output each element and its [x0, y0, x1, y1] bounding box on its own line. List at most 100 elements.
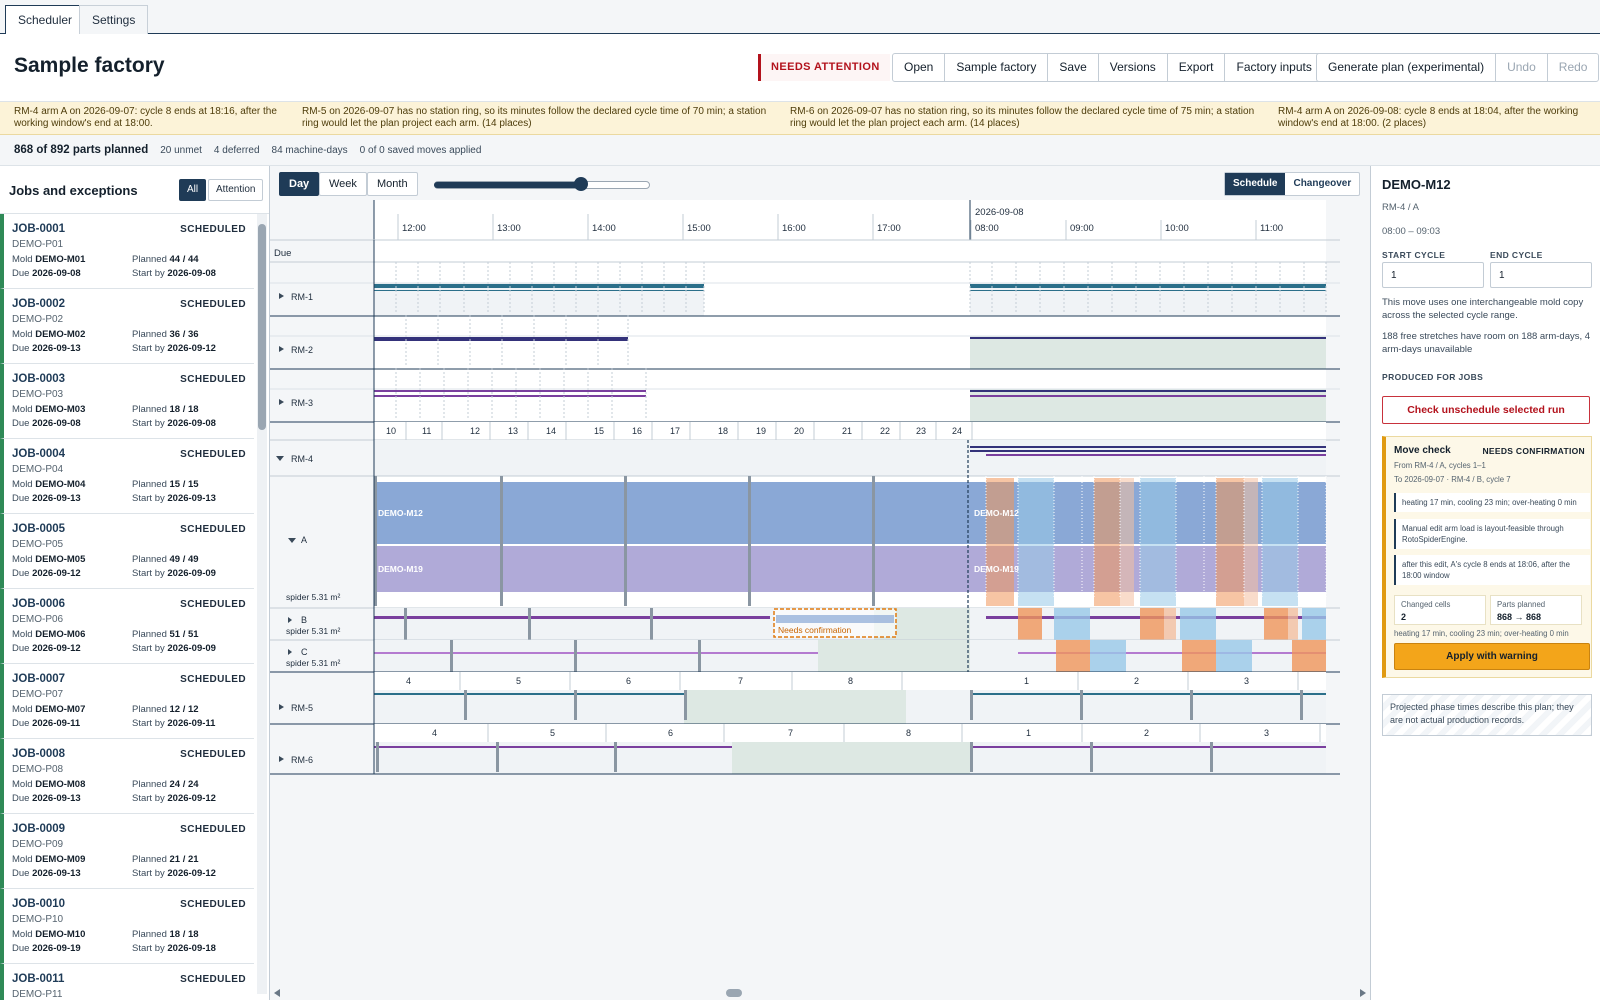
mold-block	[374, 482, 970, 544]
job-card[interactable]: JOB-0008 SCHEDULED DEMO-P08 Mold DEMO-M08 Du…	[0, 739, 254, 814]
job-part: DEMO-P05	[12, 539, 64, 550]
cycle-number: 7	[738, 676, 743, 686]
cycle-divider	[748, 476, 751, 606]
warning-message: RM-4 arm A on 2026-09-08: cycle 8 ends a…	[1278, 106, 1579, 129]
phase-cell	[1054, 608, 1090, 640]
job-card[interactable]: JOB-0001 SCHEDULED DEMO-P01 Mold DEMO-M01 Du…	[0, 214, 254, 289]
job-start-by-value: 2026-09-11	[167, 718, 216, 729]
cycle-divider	[1300, 690, 1303, 720]
time-label: 11:00	[1260, 223, 1283, 234]
open-button[interactable]: Open	[893, 54, 946, 81]
undo-button[interactable]: Undo	[1496, 54, 1548, 81]
job-card[interactable]: JOB-0011 SCHEDULED DEMO-P11	[0, 964, 254, 1000]
job-mold-label: Mold	[12, 254, 36, 265]
job-start-by-value: 2026-09-08	[167, 418, 216, 429]
generate-plan-button[interactable]: Generate plan (experimental)	[1317, 54, 1497, 81]
phase-cell	[1094, 478, 1120, 606]
apply-with-warning-button[interactable]: Apply with warning	[1394, 643, 1590, 670]
job-card[interactable]: JOB-0005 SCHEDULED DEMO-P05 Mold DEMO-M05 Du…	[0, 514, 254, 589]
machine-label: RM-2	[291, 345, 313, 355]
filter-attention-button[interactable]: Attention	[208, 179, 264, 201]
detail-time-range: 08:00 – 09:03	[1382, 226, 1441, 237]
job-due: Due 2026-09-13	[12, 868, 81, 879]
view-day-button[interactable]: Day	[279, 172, 320, 196]
view-month-button[interactable]: Month	[367, 172, 418, 196]
job-due: Due 2026-09-19	[12, 943, 81, 954]
scroll-left-icon	[274, 989, 280, 997]
gantt-horizontal-scrollbar[interactable]	[270, 986, 1370, 1000]
unschedule-run-button[interactable]: Check unschedule selected run	[1382, 396, 1590, 424]
collapse-icon	[288, 538, 296, 543]
versions-button[interactable]: Versions	[1099, 54, 1168, 81]
view-week-button[interactable]: Week	[319, 172, 367, 196]
jobs-panel-title: Jobs and exceptions	[9, 183, 138, 198]
arm-label: A	[301, 535, 307, 545]
redo-button[interactable]: Redo	[1558, 60, 1588, 74]
cycle-number: 8	[906, 728, 911, 738]
mold-label: DEMO-M19	[378, 564, 423, 574]
job-card[interactable]: JOB-0004 SCHEDULED DEMO-P04 Mold DEMO-M04 Du…	[0, 439, 254, 514]
factory-inputs-button[interactable]: Factory inputs	[1236, 60, 1312, 74]
machine-label: RM-5	[291, 703, 313, 713]
job-card[interactable]: JOB-0003 SCHEDULED DEMO-P03 Mold DEMO-M03 Du…	[0, 364, 254, 439]
job-mold-value: DEMO-M05	[35, 554, 86, 565]
zoom-slider-handle[interactable]	[573, 177, 588, 191]
job-list-scrollbar[interactable]	[257, 214, 267, 994]
time-label: 12:00	[402, 223, 426, 234]
job-planned-value: 21 / 21	[169, 854, 199, 865]
cycle-number: 4	[432, 728, 437, 738]
parts-planned-stat: Parts planned 868 → 868	[1490, 595, 1582, 625]
machine-idle	[970, 283, 1326, 316]
gantt-svg[interactable]: 12:00 13:00 14:00 15:00 16:00 17:00 2026-09-08…	[270, 200, 1370, 986]
phase-cell	[1302, 608, 1326, 640]
job-due: Due 2026-09-12	[12, 643, 81, 654]
mode-changeover-button[interactable]: Changeover	[1293, 178, 1352, 189]
phase-cell	[1090, 640, 1126, 672]
start-cycle-input[interactable]: 1	[1382, 262, 1484, 288]
machine-idle	[374, 440, 1326, 476]
job-status: SCHEDULED	[180, 299, 246, 310]
mold-label: DEMO-M12	[378, 508, 423, 518]
tab-scheduler[interactable]: Scheduler	[5, 5, 86, 35]
factory-button[interactable]: Sample factory	[945, 54, 1049, 81]
cycle-divider	[496, 742, 499, 772]
cycle-number: 13	[508, 426, 518, 436]
job-planned-value: 44 / 44	[169, 254, 199, 265]
tab-settings[interactable]: Settings	[79, 5, 149, 34]
cycle-divider	[376, 742, 379, 772]
job-start-by-value: 2026-09-08	[167, 268, 216, 279]
date-label: 2026-09-08	[975, 207, 1024, 218]
job-card[interactable]: JOB-0009 SCHEDULED DEMO-P09 Mold DEMO-M09 Du…	[0, 814, 254, 889]
end-cycle-input[interactable]: 1	[1490, 262, 1592, 288]
cycle-divider	[614, 742, 617, 772]
filter-all-button[interactable]: All	[179, 179, 207, 201]
job-start-by-label: Start by	[132, 793, 168, 804]
job-card[interactable]: JOB-0007 SCHEDULED DEMO-P07 Mold DEMO-M07 Du…	[0, 664, 254, 739]
job-due: Due 2026-09-08	[12, 268, 81, 279]
phase-cell	[1140, 478, 1176, 606]
cycle-divider	[650, 608, 653, 640]
job-list-scroll-thumb[interactable]	[258, 224, 266, 430]
gantt-chart[interactable]: 12:00 13:00 14:00 15:00 16:00 17:00 2026-09-08…	[270, 200, 1370, 1000]
job-card[interactable]: JOB-0006 SCHEDULED DEMO-P06 Mold DEMO-M06 Du…	[0, 589, 254, 664]
mode-schedule-button[interactable]: Schedule	[1225, 173, 1286, 195]
job-card[interactable]: JOB-0002 SCHEDULED DEMO-P02 Mold DEMO-M02 Du…	[0, 289, 254, 364]
file-actions-group: Open Sample factory Save Versions Export…	[892, 53, 1324, 82]
needs-confirmation-label: Needs confirmation	[778, 625, 852, 635]
job-due-value: 2026-09-13	[32, 343, 81, 354]
job-card[interactable]: JOB-0010 SCHEDULED DEMO-P10 Mold DEMO-M10 Du…	[0, 889, 254, 964]
run-bar	[970, 337, 1326, 339]
run-bar	[970, 746, 1326, 748]
plan-actions-group: Generate plan (experimental) Undo Redo	[1316, 53, 1600, 82]
save-button[interactable]: Save	[1048, 54, 1099, 81]
run-bar	[1018, 652, 1326, 654]
export-button[interactable]: Export	[1168, 54, 1226, 81]
attention-badge: NEEDS ATTENTION	[758, 54, 890, 81]
arm-label: B	[301, 615, 307, 625]
job-mold-label: Mold	[12, 929, 36, 940]
time-label: 16:00	[782, 223, 806, 234]
cycle-divider	[684, 690, 687, 720]
changed-cells-label: Changed cells	[1401, 600, 1451, 609]
mold-block	[374, 546, 970, 592]
gantt-scroll-thumb[interactable]	[726, 989, 742, 997]
